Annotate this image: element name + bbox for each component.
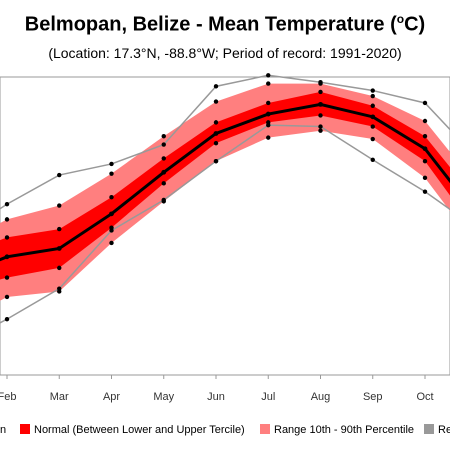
data-point bbox=[161, 181, 166, 186]
chart-subtitle: (Location: 17.3°N, -88.8°W; Period of re… bbox=[48, 45, 402, 61]
data-point bbox=[318, 81, 323, 86]
legend-label: Range 10th - 90th Percentile bbox=[274, 424, 414, 436]
data-point bbox=[370, 103, 375, 108]
data-point bbox=[370, 157, 375, 162]
data-point bbox=[109, 161, 114, 167]
mean-point bbox=[109, 211, 114, 217]
data-point bbox=[161, 199, 166, 204]
data-point bbox=[266, 100, 271, 106]
mean-point bbox=[318, 101, 323, 107]
mean-point bbox=[4, 254, 10, 260]
x-tick-label: Apr bbox=[103, 391, 120, 403]
data-point bbox=[370, 93, 375, 99]
data-point bbox=[422, 118, 428, 124]
mean-point bbox=[161, 169, 167, 175]
data-point bbox=[213, 120, 219, 125]
data-point bbox=[4, 275, 10, 280]
data-point bbox=[109, 171, 114, 176]
mean-point bbox=[213, 131, 219, 136]
data-point bbox=[57, 203, 62, 208]
data-point bbox=[422, 158, 428, 164]
data-point bbox=[266, 135, 271, 140]
x-tick-label: Feb bbox=[0, 391, 16, 403]
data-point bbox=[422, 100, 428, 106]
data-point bbox=[161, 142, 166, 147]
tercile-band bbox=[0, 91, 450, 280]
data-point bbox=[213, 84, 219, 89]
legend-label: n bbox=[0, 424, 6, 436]
data-point bbox=[370, 88, 375, 93]
data-point bbox=[109, 195, 114, 200]
data-point bbox=[161, 134, 166, 139]
data-point bbox=[318, 113, 323, 118]
x-tick-label: Sep bbox=[363, 391, 383, 403]
chart-title: Belmopan, Belize - Mean Temperature (oC) bbox=[24, 12, 426, 36]
legend-swatch bbox=[20, 424, 30, 434]
x-tick-label: Aug bbox=[311, 391, 331, 403]
data-point bbox=[109, 240, 114, 246]
data-point bbox=[57, 226, 62, 232]
data-point bbox=[422, 175, 428, 181]
mean-layer bbox=[0, 101, 450, 262]
x-tick-label: Oct bbox=[416, 391, 433, 403]
data-point bbox=[318, 89, 323, 95]
record-layer bbox=[0, 73, 450, 324]
data-point bbox=[4, 217, 10, 222]
data-point bbox=[57, 289, 62, 294]
data-point bbox=[318, 124, 323, 129]
legend-swatch bbox=[260, 424, 270, 434]
data-point bbox=[266, 73, 271, 78]
x-tick-label: Jul bbox=[261, 391, 275, 403]
data-point bbox=[370, 136, 375, 142]
data-point bbox=[213, 140, 219, 146]
data-point bbox=[370, 124, 375, 129]
legend-label: Normal (Between Lower and Upper Tercile) bbox=[34, 424, 245, 436]
x-tick-label: Jun bbox=[207, 391, 225, 403]
legend: n Normal (Between Lower and Upper Tercile… bbox=[0, 424, 450, 436]
data-point bbox=[109, 225, 114, 230]
data-point bbox=[422, 189, 428, 194]
data-point bbox=[57, 265, 62, 271]
x-tick-layer: Feb Mar Apr May Jun Jul Aug Sep Oct bbox=[0, 375, 434, 403]
mean-point bbox=[422, 146, 428, 152]
data-point bbox=[318, 128, 323, 133]
x-tick-label: Mar bbox=[50, 391, 69, 403]
mean-point bbox=[56, 246, 62, 251]
data-point bbox=[213, 158, 219, 164]
data-point bbox=[57, 172, 62, 178]
legend-label: Re bbox=[438, 424, 450, 436]
x-tick-label: May bbox=[153, 391, 174, 403]
data-point bbox=[4, 235, 10, 240]
data-point bbox=[4, 294, 10, 300]
plot-area-frame bbox=[0, 76, 450, 376]
legend-swatch bbox=[424, 424, 434, 434]
data-point bbox=[4, 316, 10, 322]
data-point bbox=[213, 99, 219, 104]
data-point bbox=[266, 81, 271, 86]
band-layer bbox=[0, 83, 450, 301]
mean-point bbox=[370, 114, 376, 120]
data-point bbox=[4, 201, 10, 207]
data-point bbox=[422, 134, 428, 139]
data-point bbox=[266, 120, 271, 125]
data-point bbox=[161, 156, 166, 161]
mean-point bbox=[265, 111, 271, 117]
